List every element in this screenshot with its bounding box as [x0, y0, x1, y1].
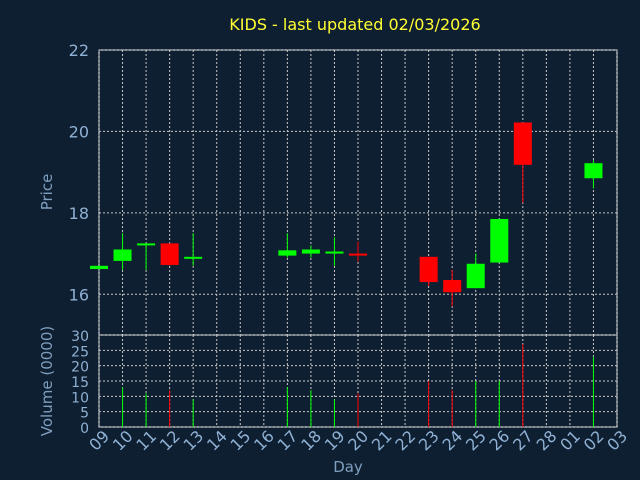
volume-tick-label: 5 — [80, 406, 89, 422]
price-axis-label: Price — [38, 174, 56, 211]
volume-tick-label: 0 — [80, 421, 89, 437]
x-tick-label: 03 — [603, 427, 631, 455]
x-axis-label: Day — [333, 458, 363, 476]
price-tick-label: 22 — [69, 41, 89, 60]
candle-body — [301, 249, 320, 254]
volume-tick-label: 15 — [71, 375, 89, 391]
price-panel-frame — [98, 49, 618, 336]
candle-body — [90, 265, 108, 270]
volume-tick-label: 20 — [71, 360, 89, 376]
volume-tick-label: 10 — [71, 390, 89, 406]
volume-tick-label: 30 — [71, 329, 89, 345]
candle-body — [137, 243, 156, 246]
candle-body — [443, 280, 462, 293]
candle-body — [419, 256, 438, 283]
volume-axis-label: Volume (0000) — [38, 326, 56, 436]
candle-body — [349, 253, 367, 256]
candle-body — [113, 249, 132, 261]
price-panel: 16 18 20 22 — [69, 41, 618, 336]
volume-tick-label: 25 — [71, 344, 89, 360]
price-tick-label: 18 — [69, 204, 89, 223]
candle-body — [184, 256, 203, 259]
chart-title: KIDS - last updated 02/03/2026 — [229, 15, 480, 34]
x-axis-ticks: 0910111213141516171819202122232425262728… — [85, 427, 631, 455]
candle-body — [490, 218, 509, 263]
price-tick-label: 20 — [69, 122, 89, 141]
candle-body — [466, 263, 485, 289]
candle-body — [278, 250, 297, 256]
price-tick-label: 16 — [69, 285, 89, 304]
candle-body — [584, 163, 603, 179]
candle-body — [513, 122, 532, 165]
candle-body — [160, 243, 179, 265]
candle-body — [325, 251, 344, 254]
